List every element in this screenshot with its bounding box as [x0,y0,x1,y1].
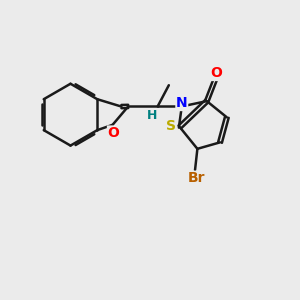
Text: S: S [167,119,176,134]
Text: Br: Br [188,171,205,185]
Text: N: N [176,97,188,110]
Text: O: O [211,66,223,80]
Text: H: H [147,109,157,122]
Text: O: O [107,126,119,140]
